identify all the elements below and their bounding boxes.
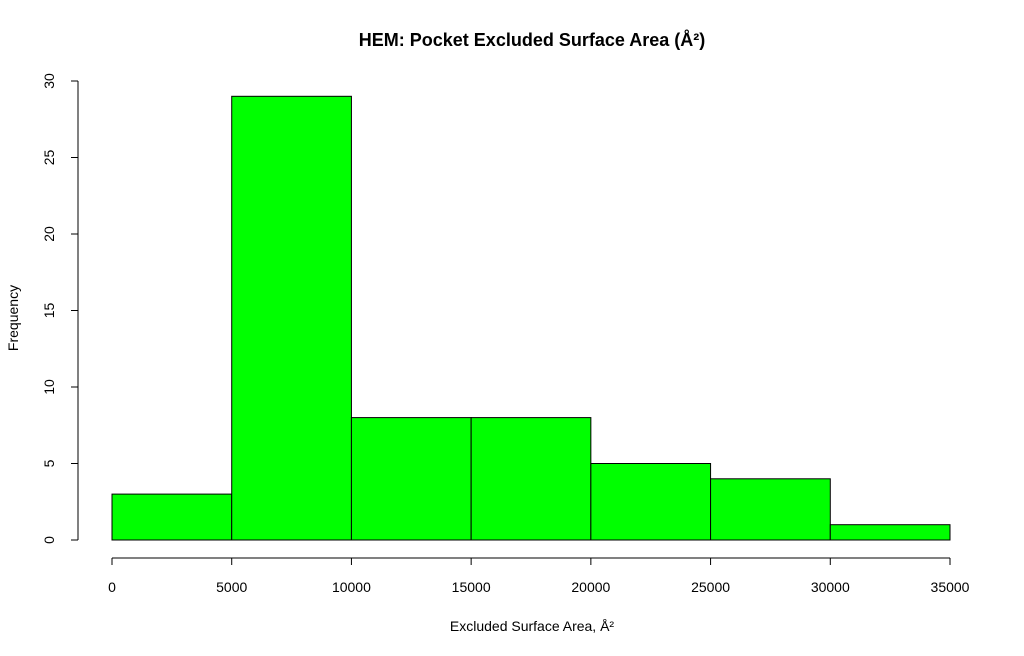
x-tick-label-4: 20000 — [571, 579, 610, 595]
x-tick-label-5: 25000 — [691, 579, 730, 595]
y-tick-label-4: 20 — [41, 226, 57, 242]
x-tick-label-0: 0 — [108, 579, 116, 595]
chart-title: HEM: Pocket Excluded Surface Area (Å²) — [359, 30, 705, 50]
y-tick-label-6: 30 — [41, 73, 57, 89]
y-axis-label: Frequency — [5, 285, 21, 351]
x-tick-label-2: 10000 — [332, 579, 371, 595]
histogram-bar-3 — [470, 417, 592, 541]
x-tick-label-7: 35000 — [931, 579, 970, 595]
y-tick-label-3: 15 — [41, 303, 57, 319]
histogram-bar-6 — [829, 524, 951, 541]
x-axis-label: Excluded Surface Area, Å² — [450, 618, 615, 634]
histogram-bar-0 — [111, 493, 233, 541]
y-tick-label-1: 5 — [41, 459, 57, 467]
histogram-bar-4 — [590, 463, 712, 541]
x-axis: 0 5000 10000 15000 20000 25000 30000 35000 — [108, 557, 970, 595]
histogram-bar-1 — [231, 95, 352, 541]
bars-group — [111, 95, 951, 541]
x-tick-label-3: 15000 — [452, 579, 491, 595]
y-axis: 0 5 10 15 20 25 30 — [41, 73, 79, 544]
y-tick-label-2: 10 — [41, 379, 57, 395]
x-tick-label-1: 5000 — [216, 579, 247, 595]
histogram-bar-5 — [710, 478, 831, 541]
x-tick-label-6: 30000 — [811, 579, 850, 595]
y-tick-label-0: 0 — [41, 536, 57, 544]
y-tick-label-5: 25 — [41, 150, 57, 166]
histogram-bar-2 — [350, 417, 472, 541]
